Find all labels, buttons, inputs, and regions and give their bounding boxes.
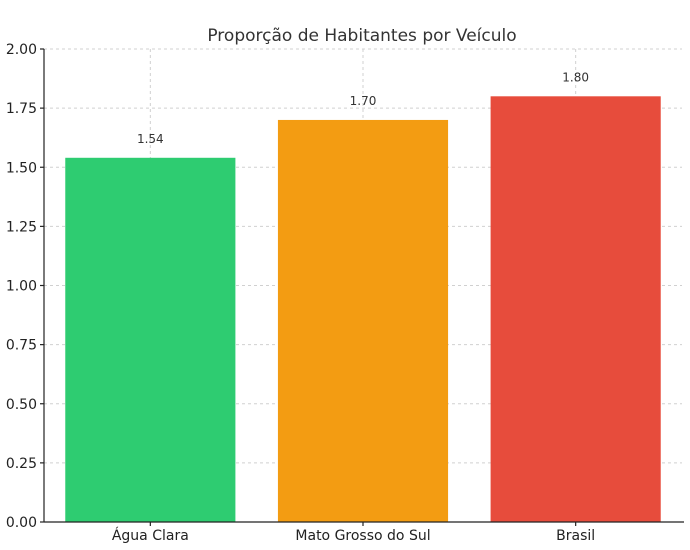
y-tick-label: 1.50 xyxy=(6,160,37,176)
y-axis-ticks: 0.00 0.25 0.50 0.75 1.00 1.25 1.50 1.75 2.00 xyxy=(6,42,44,531)
bars xyxy=(65,96,661,523)
y-tick-label: 1.75 xyxy=(6,101,37,117)
data-label: 1.54 xyxy=(137,132,164,146)
y-tick-label: 1.25 xyxy=(6,219,37,235)
y-tick-label: 0.50 xyxy=(6,397,37,413)
x-tick-label: Mato Grosso do Sul xyxy=(295,528,430,544)
y-tick-label: 0.75 xyxy=(6,338,37,354)
bar xyxy=(277,119,449,522)
y-tick-label: 0.00 xyxy=(6,515,37,531)
data-label: 1.80 xyxy=(562,70,589,84)
x-tick-label: Brasil xyxy=(556,528,595,544)
x-axis-ticks: Água Clara Mato Grosso do Sul Brasil xyxy=(112,522,595,544)
x-tick-label: Água Clara xyxy=(112,527,189,544)
y-tick-label: 1.00 xyxy=(6,279,37,295)
y-tick-label: 2.00 xyxy=(6,42,37,58)
data-labels: 1.54 1.70 1.80 xyxy=(137,70,589,145)
bar xyxy=(65,157,236,523)
data-label: 1.70 xyxy=(350,94,377,108)
bar xyxy=(490,96,661,523)
chart-title: Proporção de Habitantes por Veículo xyxy=(207,26,516,46)
y-tick-label: 0.25 xyxy=(6,456,37,472)
